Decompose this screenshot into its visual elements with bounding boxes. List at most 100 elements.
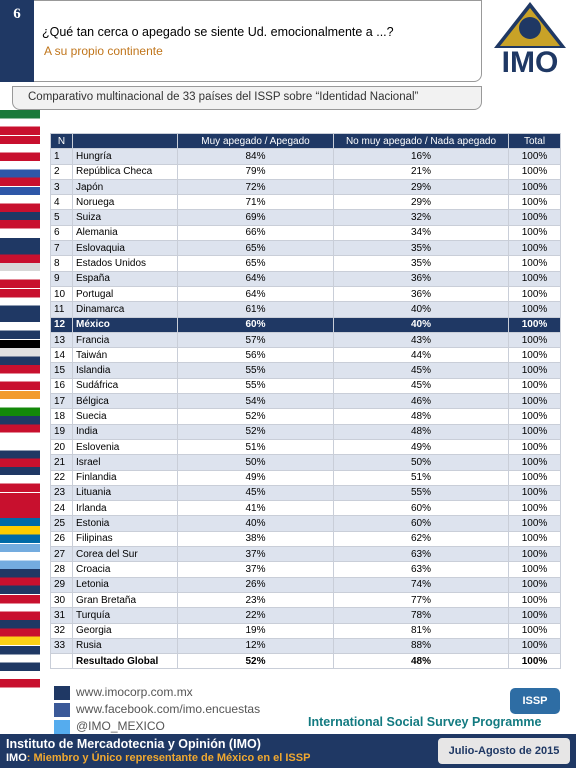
country: Noruega xyxy=(72,194,178,211)
rank: 32 xyxy=(50,622,73,639)
rank: 3 xyxy=(50,178,73,196)
country: Bélgica xyxy=(72,393,178,410)
country: Croacia xyxy=(72,561,178,578)
table-row: 11 Dinamarca 61% 40% 100% xyxy=(50,301,561,318)
rank: 4 xyxy=(50,194,73,211)
country: Estonia xyxy=(72,515,178,532)
not-attached-pct: 45% xyxy=(333,377,509,395)
table-row: 18 Suecia 52% 48% 100% xyxy=(50,408,561,425)
rank: 14 xyxy=(50,347,73,364)
flag xyxy=(0,237,40,263)
attached-pct: 72% xyxy=(177,178,334,196)
table-row: 3 Japón 72% 29% 100% xyxy=(50,178,561,196)
not-attached-pct: 35% xyxy=(333,240,509,257)
web-link[interactable]: www.imocorp.com.mx xyxy=(54,684,260,701)
table-row: 28 Croacia 37% 63% 100% xyxy=(50,561,561,578)
table-row: 25 Estonia 40% 60% 100% xyxy=(50,515,561,532)
table-row: 16 Sudáfrica 55% 45% 100% xyxy=(50,377,561,395)
table-row: 30 Gran Bretaña 23% 77% 100% xyxy=(50,591,561,609)
table-row: 10 Portugal 64% 36% 100% xyxy=(50,285,561,303)
subquestion: A su propio continente xyxy=(44,44,163,58)
imo-logo: IMO xyxy=(494,2,566,79)
flag xyxy=(0,518,40,543)
rank: 21 xyxy=(50,454,73,471)
attached-pct: 64% xyxy=(177,270,334,287)
not-attached-pct: 60% xyxy=(333,515,509,532)
member-prefix: IMO xyxy=(6,752,27,764)
total: 100% xyxy=(508,316,561,333)
country: Gran Bretaña xyxy=(72,591,178,609)
total: 100% xyxy=(508,377,561,395)
column-header: Total xyxy=(508,132,561,150)
attached-pct: 12% xyxy=(177,637,334,655)
global-attached: 52% xyxy=(177,653,334,670)
country: Alemania xyxy=(72,224,178,242)
attached-pct: 54% xyxy=(177,393,334,410)
country: Suecia xyxy=(72,408,178,425)
issp-name: International Social Survey Programme xyxy=(308,715,542,729)
flag xyxy=(0,492,40,518)
column-header: N xyxy=(50,132,73,150)
country: Rusia xyxy=(72,637,178,655)
not-attached-pct: 62% xyxy=(333,530,509,548)
twitter-text[interactable]: @IMO_MEXICO xyxy=(76,719,165,733)
attached-pct: 60% xyxy=(177,316,334,333)
country: República Checa xyxy=(72,163,178,180)
twitter-link[interactable]: @IMO_MEXICO xyxy=(54,718,260,735)
table-row: 9 España 64% 36% 100% xyxy=(50,270,561,287)
facebook-link[interactable]: www.facebook.com/imo.encuestas xyxy=(54,701,260,718)
header-box xyxy=(0,0,482,82)
not-attached-pct: 81% xyxy=(333,622,509,639)
total: 100% xyxy=(508,148,561,165)
rank: 33 xyxy=(50,637,73,655)
rank: 6 xyxy=(50,224,73,242)
date-box: Julio-Agosto de 2015 xyxy=(438,738,570,764)
total: 100% xyxy=(508,347,561,364)
flag xyxy=(0,390,40,416)
total: 100% xyxy=(508,408,561,425)
table-row: 29 Letonia 26% 74% 100% xyxy=(50,576,561,593)
table-row: 20 Eslovenia 51% 49% 100% xyxy=(50,438,561,456)
country: Corea del Sur xyxy=(72,546,178,563)
not-attached-pct: 29% xyxy=(333,194,509,211)
flag xyxy=(0,135,40,161)
total: 100% xyxy=(508,484,561,502)
column-header: Muy apegado / Apegado xyxy=(177,132,334,150)
rank: 30 xyxy=(50,591,73,609)
blank-cell xyxy=(50,653,73,670)
attached-pct: 55% xyxy=(177,362,334,379)
logo-text: IMO xyxy=(502,46,559,79)
rank: 20 xyxy=(50,438,73,456)
country: España xyxy=(72,270,178,287)
not-attached-pct: 60% xyxy=(333,500,509,517)
attached-pct: 71% xyxy=(177,194,334,211)
country: Francia xyxy=(72,331,178,349)
facebook-text[interactable]: www.facebook.com/imo.encuestas xyxy=(76,702,261,716)
rank: 27 xyxy=(50,546,73,563)
rank: 24 xyxy=(50,500,73,517)
total: 100% xyxy=(508,576,561,593)
country: Eslovenia xyxy=(72,438,178,456)
total: 100% xyxy=(508,515,561,532)
not-attached-pct: 16% xyxy=(333,148,509,165)
country: Turquía xyxy=(72,607,178,624)
total: 100% xyxy=(508,270,561,287)
attached-pct: 64% xyxy=(177,285,334,303)
attached-pct: 65% xyxy=(177,255,334,272)
table-row: 12 México 60% 40% 100% xyxy=(50,316,561,333)
total: 100% xyxy=(508,423,561,440)
attached-pct: 61% xyxy=(177,301,334,318)
total: 100% xyxy=(508,224,561,242)
not-attached-pct: 78% xyxy=(333,607,509,624)
table-row: 21 Israel 50% 50% 100% xyxy=(50,454,561,471)
not-attached-pct: 45% xyxy=(333,362,509,379)
country: Sudáfrica xyxy=(72,377,178,395)
not-attached-pct: 50% xyxy=(333,454,509,471)
not-attached-pct: 46% xyxy=(333,393,509,410)
web-text[interactable]: www.imocorp.com.mx xyxy=(76,685,193,699)
total: 100% xyxy=(508,546,561,563)
not-attached-pct: 51% xyxy=(333,469,509,486)
rank: 13 xyxy=(50,331,73,349)
attached-pct: 84% xyxy=(177,148,334,165)
